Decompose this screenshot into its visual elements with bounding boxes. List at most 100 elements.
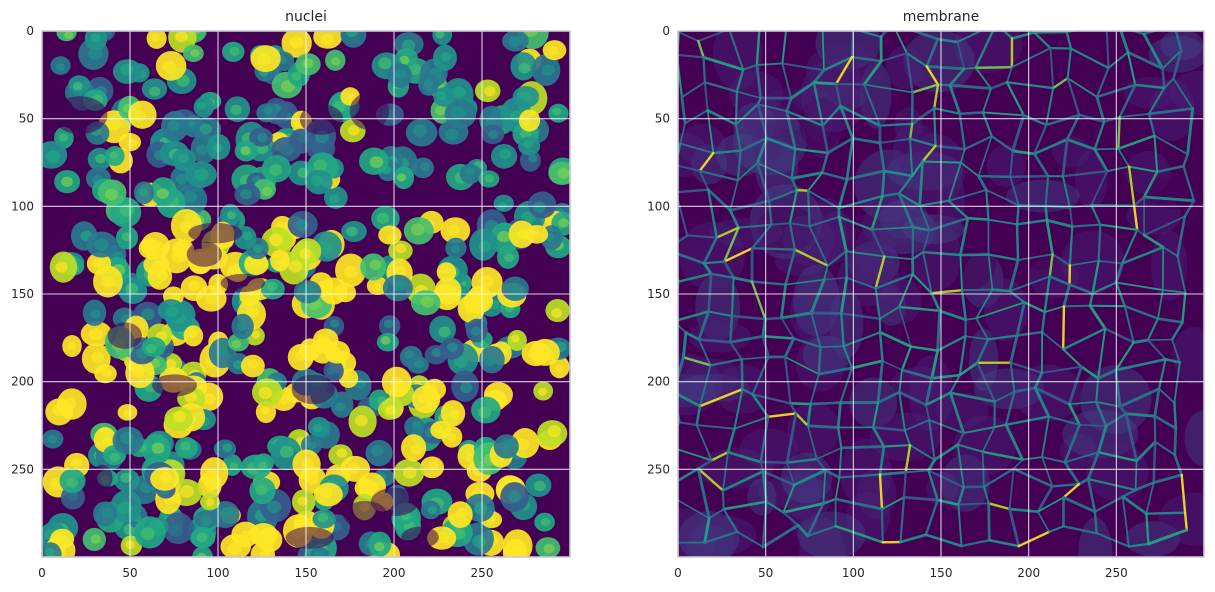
membrane-edge (1142, 32, 1165, 70)
membrane-edge (740, 357, 744, 391)
membrane-edge (806, 525, 837, 538)
membrane-edge (902, 495, 940, 502)
membrane-edge (722, 500, 768, 511)
membrane-edge (1145, 481, 1155, 515)
background-mottle (695, 273, 741, 341)
membrane-edge (948, 83, 962, 116)
nucleus-core (151, 33, 161, 42)
membrane-edge (702, 260, 726, 265)
background-mottle (758, 475, 834, 509)
membrane-edge (963, 135, 993, 151)
membrane-edge (722, 508, 739, 533)
nucleus-core (131, 366, 145, 378)
nucleus-core (200, 517, 211, 527)
nucleus-core (123, 409, 133, 418)
membrane-edge (755, 31, 761, 67)
nucleus-core (499, 148, 512, 160)
y-axis-ticks: 0 50 100 150 200 250 (11, 24, 34, 476)
nucleus-core (240, 188, 252, 200)
membrane-edge (755, 62, 784, 66)
membrane-edge (822, 55, 854, 72)
membrane-edge (1134, 460, 1138, 491)
nucleus-core (396, 173, 407, 182)
membrane-edge (1176, 255, 1187, 294)
x-tick-label: 150 (295, 566, 318, 580)
nucleus-core (289, 36, 304, 49)
nucleus-core (390, 376, 404, 389)
background-mottle (739, 428, 798, 468)
membrane-edge (1123, 304, 1160, 320)
background-mottle (678, 508, 715, 557)
membrane-edge (826, 137, 854, 155)
membrane-edge (1088, 292, 1094, 308)
membrane-edge (1121, 228, 1139, 265)
membrane-edge (726, 427, 736, 454)
membrane-edge (962, 485, 986, 489)
membrane-edge (1080, 365, 1100, 380)
nucleus-core (166, 306, 179, 318)
nucleus-core (66, 477, 79, 488)
membrane-edge (878, 330, 913, 348)
membrane-edge (983, 485, 990, 505)
membrane-edge (1041, 310, 1046, 334)
nucleus-core (523, 31, 538, 37)
nucleus-core (205, 498, 215, 507)
membrane-edge (768, 188, 799, 203)
membrane-edge (1132, 338, 1150, 344)
membrane-edge (993, 390, 1016, 403)
membrane-edge (837, 215, 848, 253)
dark-gap (107, 322, 143, 349)
nucleus-core (106, 117, 121, 131)
background-mottle (1060, 433, 1096, 469)
membrane-edge (1132, 204, 1139, 232)
nucleus-core (194, 168, 209, 181)
membrane-edge (1123, 305, 1135, 344)
nucleus-core (540, 349, 555, 361)
membrane-edge (881, 192, 901, 198)
membrane-edge (1186, 107, 1195, 156)
background-mottle (787, 401, 840, 457)
background-mottle (732, 109, 807, 176)
membrane-edge (878, 331, 884, 363)
membrane-edge (709, 357, 743, 367)
membrane-edge (1124, 412, 1139, 463)
membrane-edge (1009, 361, 1016, 393)
membrane-edge (732, 276, 754, 284)
nucleus-core (471, 326, 481, 336)
membrane-edge (1176, 215, 1187, 258)
membrane-edge (930, 291, 942, 313)
membrane-edge (708, 508, 725, 520)
membrane-edge (697, 467, 725, 492)
membrane-edge (908, 122, 914, 141)
background-mottle (1125, 521, 1181, 557)
membrane-edge (808, 225, 829, 267)
membrane-edge (678, 188, 710, 194)
membrane-edge (1097, 259, 1124, 265)
membrane-edge (956, 443, 984, 453)
membrane-edge (730, 276, 735, 318)
background-mottle (688, 321, 752, 353)
y-tick-label: 0 (26, 24, 34, 38)
membrane-edge (765, 500, 785, 514)
nucleus-core (325, 286, 338, 298)
background-mottle (875, 277, 922, 325)
nucleus-core (342, 373, 352, 381)
membrane-edge (1135, 440, 1157, 463)
membrane-edge (781, 502, 825, 514)
membrane-edge (863, 83, 914, 94)
membrane-edge (1183, 511, 1188, 532)
membrane-edge (1061, 138, 1069, 178)
membrane-edge (788, 222, 811, 228)
membrane-edge (1142, 195, 1196, 203)
membrane-edge (722, 451, 729, 492)
membrane-edge (921, 144, 937, 163)
membrane-edge (706, 188, 732, 212)
membrane-edge (1153, 414, 1178, 430)
nucleus-core (369, 259, 382, 270)
membrane-edge (1062, 348, 1083, 368)
membrane-edge (987, 253, 994, 291)
nucleus-core (312, 423, 323, 433)
membrane-edge (1062, 482, 1081, 499)
nucleus-core (420, 162, 430, 172)
membrane-edge (881, 496, 905, 510)
